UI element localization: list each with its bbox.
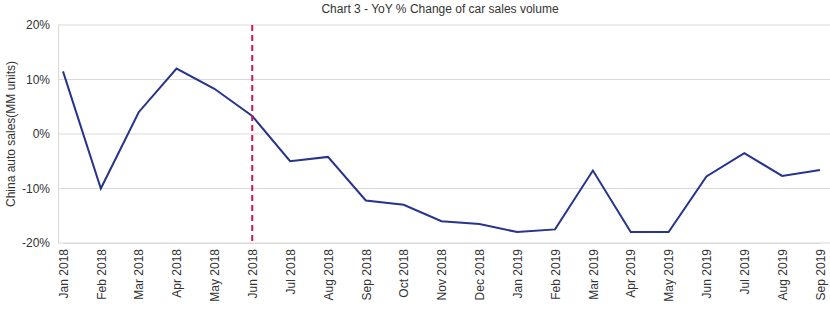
x-tick-label: May 2019 — [662, 249, 676, 302]
x-tick: Jul 2019 — [738, 243, 752, 294]
x-tick: Oct 2018 — [397, 243, 411, 298]
chart: -20% -10% 0% 10% 20% Jan 2018 Feb 2018 Mar 2018… — [0, 0, 830, 313]
x-tick: Jun 2019 — [700, 243, 714, 298]
x-tick: Jun 2018 — [246, 243, 260, 298]
x-tick-label: Jun 2018 — [246, 249, 260, 299]
reference-line — [251, 25, 253, 243]
x-tick-label: Mar 2018 — [132, 249, 146, 300]
grid — [58, 25, 830, 243]
x-tick-label: Jan 2018 — [57, 249, 71, 299]
x-tick: Sep 2018 — [360, 243, 374, 300]
x-tick: May 2019 — [662, 243, 676, 302]
y-tick-label: -20% — [22, 236, 50, 250]
grid-line — [58, 25, 830, 26]
x-tick: Jul 2018 — [284, 243, 298, 294]
x-tick: Jan 2019 — [511, 243, 525, 298]
x-axis: Jan 2018 Feb 2018 Mar 2018 Apr 2018 May 2018… — [57, 243, 828, 302]
x-tick-label: Oct 2018 — [397, 249, 411, 298]
x-tick-label: Sep 2019 — [814, 249, 828, 301]
x-tick: Aug 2019 — [776, 243, 790, 300]
x-tick: Sep 2019 — [814, 243, 828, 300]
x-tick: Nov 2018 — [435, 243, 449, 300]
x-tick-label: Jul 2018 — [284, 249, 298, 295]
y-tick-label: 20% — [26, 18, 50, 32]
y-axis-title: China auto sales(MM units) — [4, 61, 18, 207]
x-tick-label: Jun 2019 — [700, 249, 714, 299]
y-axis: -20% -10% 0% 10% 20% — [22, 18, 59, 250]
series-line — [63, 69, 820, 233]
y-tick: 10% — [26, 73, 58, 87]
plot-area — [63, 25, 820, 243]
x-tick: Apr 2018 — [170, 243, 184, 298]
x-tick-label: Sep 2018 — [360, 249, 374, 301]
y-tick: -20% — [22, 236, 58, 250]
x-tick: Feb 2018 — [95, 243, 109, 300]
x-tick: Jan 2018 — [57, 243, 71, 298]
x-tick: Apr 2019 — [624, 243, 638, 298]
title: Chart 3 - YoY % Change of car sales volu… — [321, 2, 559, 16]
x-tick-label: Aug 2018 — [322, 249, 336, 301]
x-tick-label: Feb 2019 — [549, 249, 563, 300]
x-tick-label: Dec 2018 — [473, 249, 487, 301]
x-tick-label: Nov 2018 — [435, 249, 449, 301]
x-axis-line — [64, 243, 821, 244]
x-tick-label: Apr 2019 — [624, 249, 638, 298]
grid-line — [58, 79, 830, 80]
x-tick: Mar 2018 — [132, 243, 146, 300]
x-tick-label: Aug 2019 — [776, 249, 790, 301]
x-tick-label: Mar 2019 — [587, 249, 601, 300]
y-tick-label: 10% — [26, 73, 50, 87]
y-tick: 0% — [33, 127, 58, 141]
x-tick-label: Jan 2019 — [511, 249, 525, 299]
x-tick-label: Apr 2018 — [170, 249, 184, 298]
x-tick: Mar 2019 — [587, 243, 601, 300]
x-tick-label: Jul 2019 — [738, 249, 752, 295]
y-tick: 20% — [26, 18, 58, 32]
grid-line — [58, 243, 830, 244]
y-axis-line — [58, 26, 59, 244]
x-tick-label: May 2018 — [208, 249, 222, 302]
x-tick: Dec 2018 — [473, 243, 487, 300]
x-tick-label: Feb 2018 — [95, 249, 109, 300]
y-tick-label: -10% — [22, 182, 50, 196]
grid-line — [58, 188, 830, 189]
y-tick: -10% — [22, 182, 58, 196]
y-tick-label: 0% — [33, 127, 51, 141]
x-tick: May 2018 — [208, 243, 222, 302]
x-tick: Feb 2019 — [549, 243, 563, 300]
x-tick: Aug 2018 — [322, 243, 336, 300]
grid-line — [58, 134, 830, 135]
